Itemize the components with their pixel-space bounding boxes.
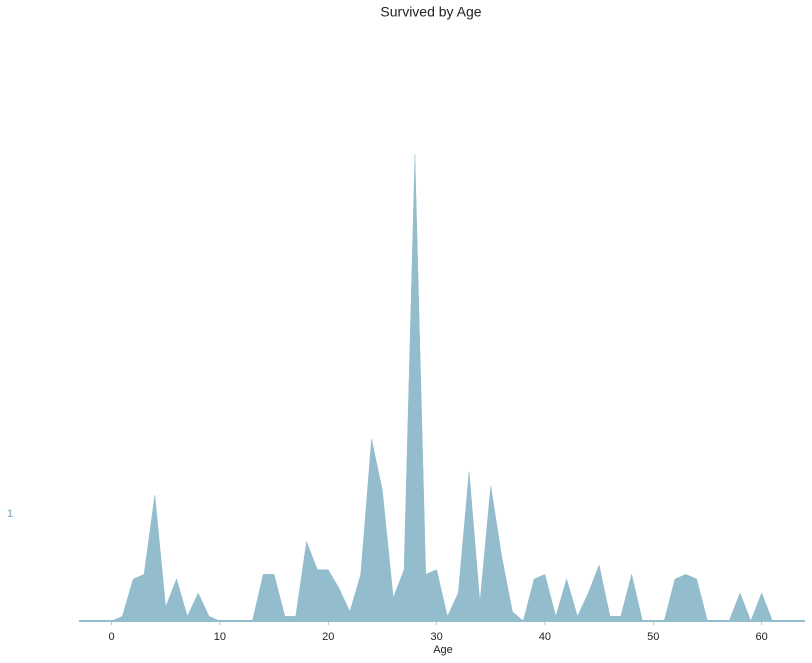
area <box>111 154 773 622</box>
x-axis-label: Age <box>433 644 453 656</box>
x-tick-label: 30 <box>430 631 442 643</box>
x-tick-label: 10 <box>214 631 226 643</box>
chart-title: Survived by Age <box>380 4 481 20</box>
x-tick-label: 60 <box>756 631 768 643</box>
x-tick-label: 40 <box>539 631 551 643</box>
ridge-label: 1 <box>7 508 13 520</box>
x-tick-label: 0 <box>108 631 114 643</box>
x-tick-label: 20 <box>322 631 334 643</box>
x-tick-label: 50 <box>647 631 659 643</box>
